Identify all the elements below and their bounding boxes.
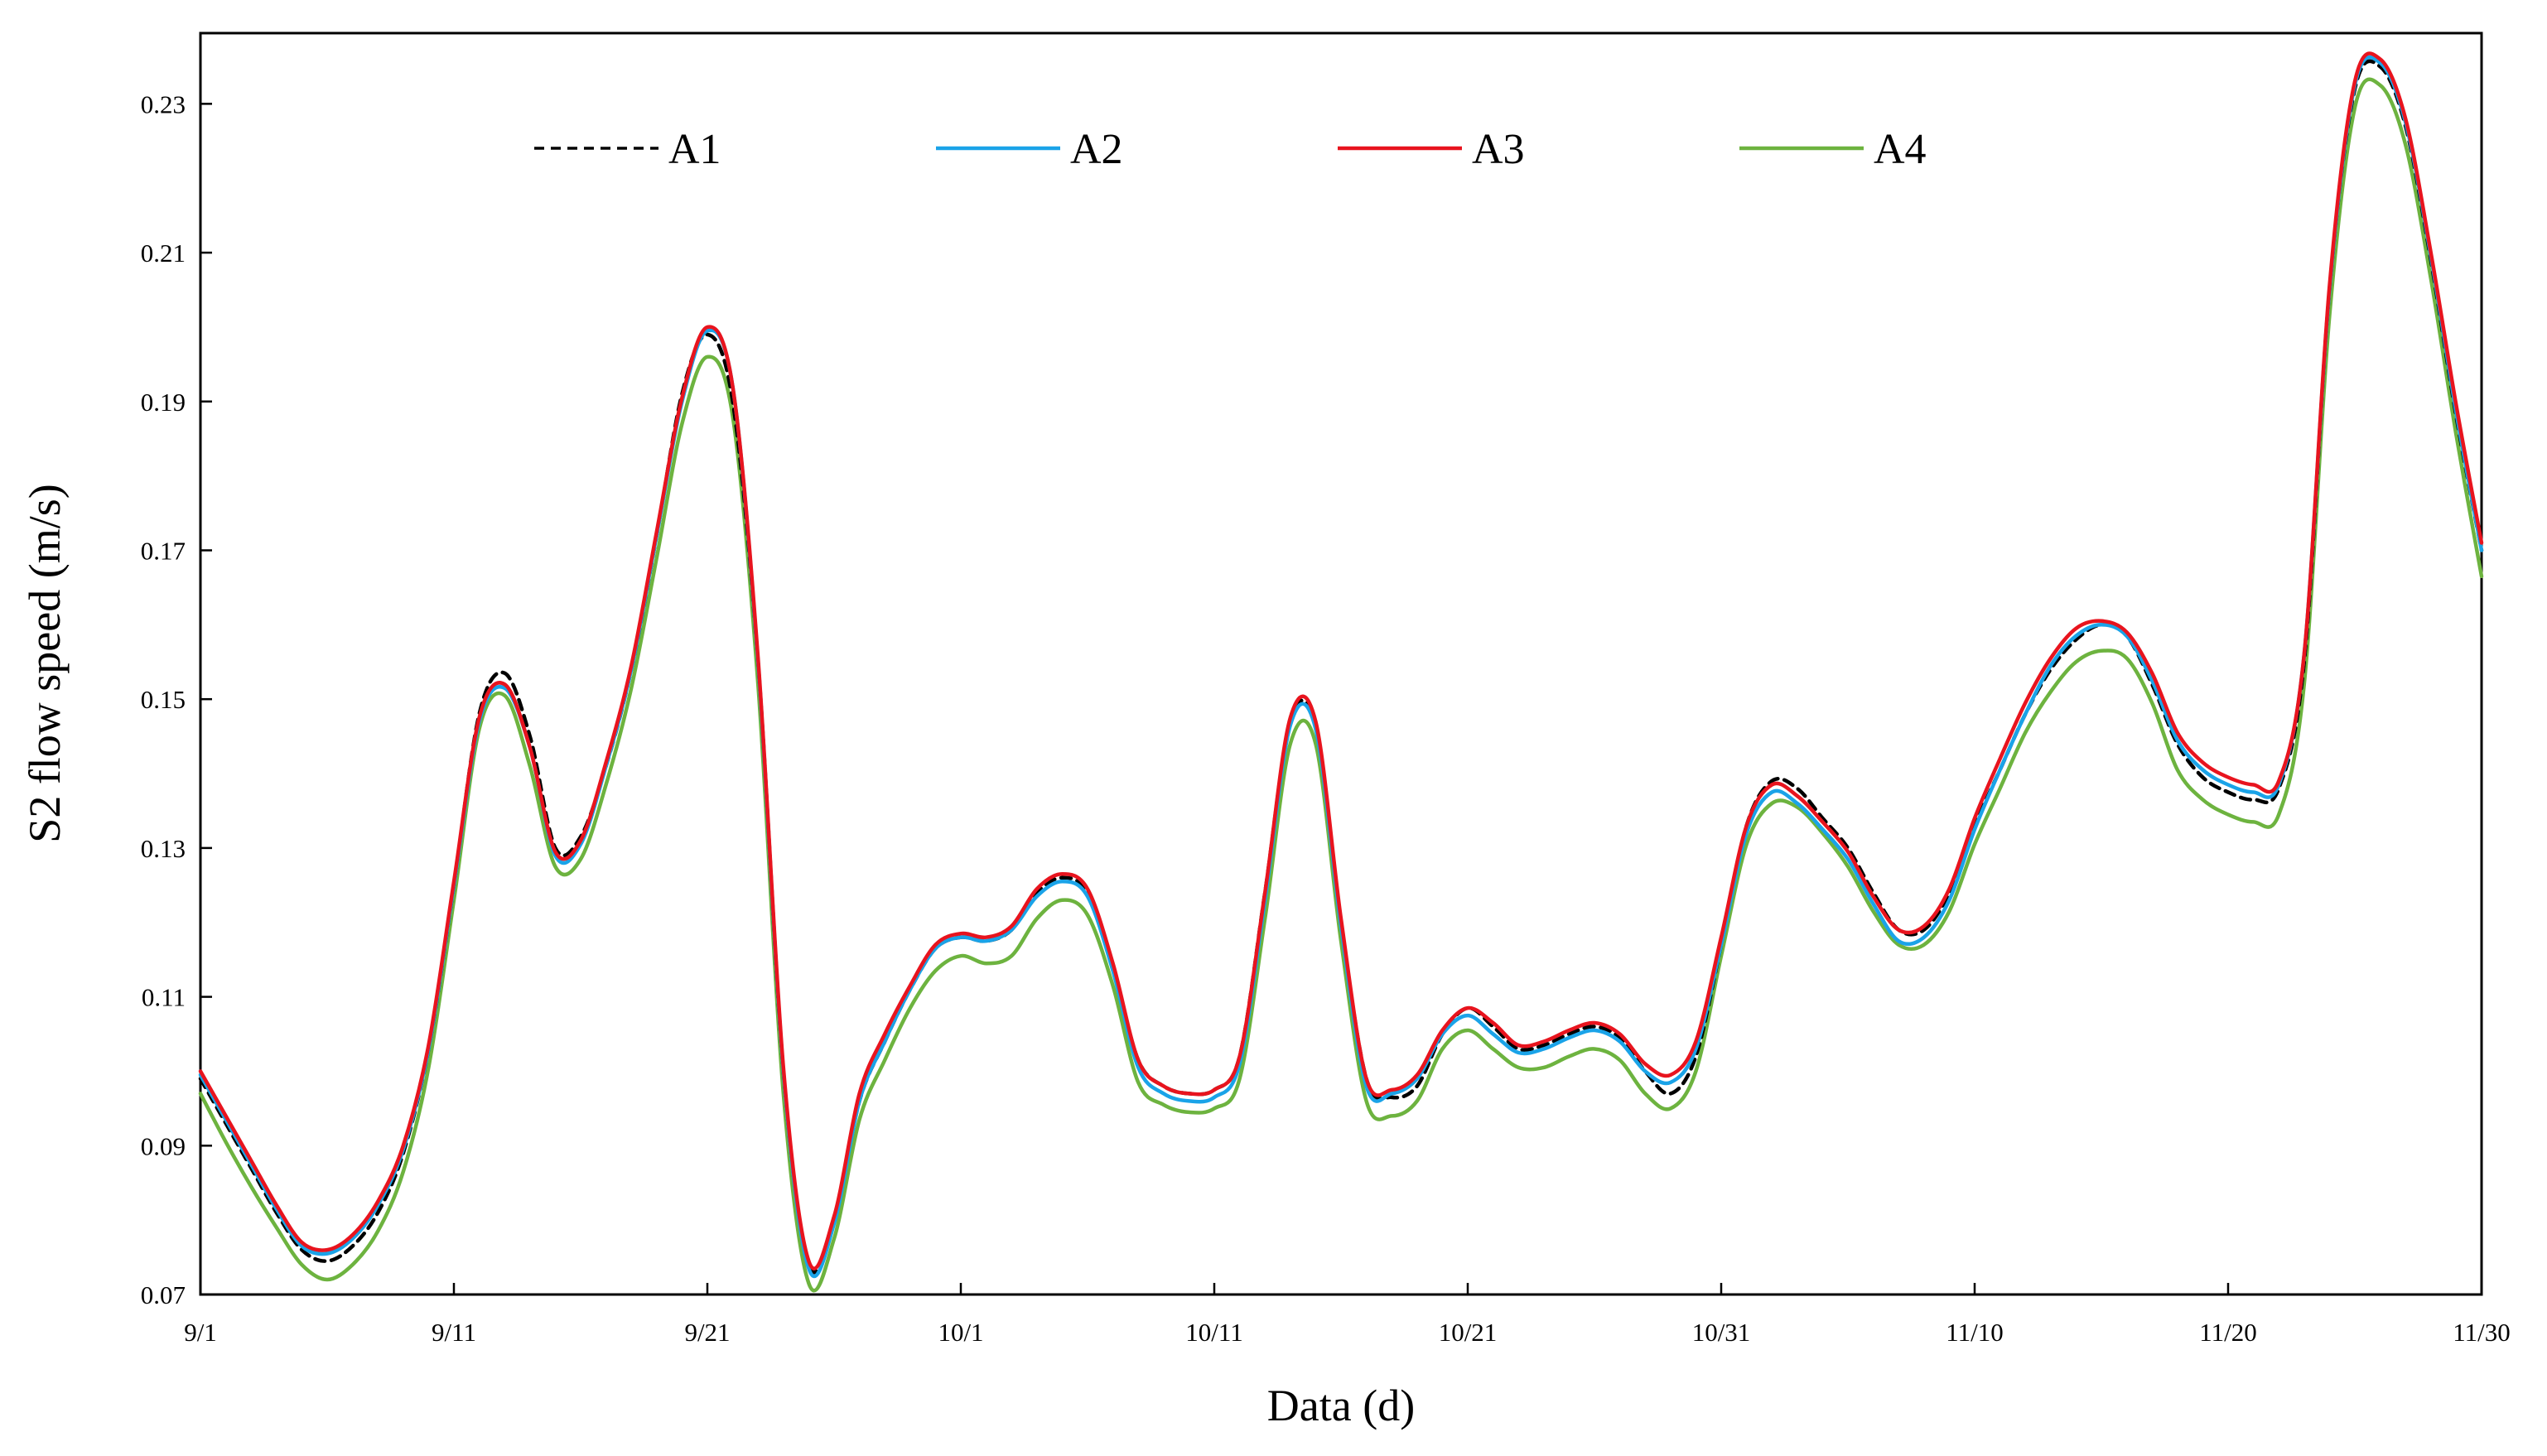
legend-label-a3: A3 <box>1472 126 1525 173</box>
y-tick-label: 0.13 <box>141 834 186 863</box>
x-tick-label: 10/21 <box>1439 1318 1498 1347</box>
x-tick-label: 10/1 <box>938 1318 983 1347</box>
y-tick-label: 0.09 <box>141 1131 186 1160</box>
x-tick-label: 10/31 <box>1692 1318 1751 1347</box>
legend-label-a1: A1 <box>668 126 721 173</box>
x-tick-label: 9/11 <box>432 1318 476 1347</box>
y-axis-title: S2 flow speed (m/s) <box>20 484 70 842</box>
y-axis-ticks: 0.07 0.09 0.11 0.13 0.15 0.17 0.19 0.21 0.23 <box>141 89 212 1309</box>
x-tick-label: 11/30 <box>2453 1318 2510 1347</box>
x-tick-label: 11/10 <box>1946 1318 2003 1347</box>
x-axis-title: Data (d) <box>1267 1381 1415 1430</box>
y-tick-label: 0.07 <box>141 1280 186 1309</box>
y-tick-label: 0.23 <box>141 89 186 118</box>
x-tick-label: 11/20 <box>2199 1318 2256 1347</box>
x-tick-label: 9/1 <box>184 1318 217 1347</box>
legend-label-a2: A2 <box>1070 126 1123 173</box>
plot-area-frame <box>199 31 2483 1296</box>
y-tick-label: 0.17 <box>141 536 186 565</box>
legend-label-a4: A4 <box>1874 126 1927 173</box>
x-tick-label: 9/21 <box>684 1318 730 1347</box>
series-lines <box>198 51 2484 1293</box>
series-line-a2 <box>198 55 2484 1279</box>
y-tick-label: 0.15 <box>141 685 186 714</box>
y-tick-label: 0.21 <box>141 239 186 268</box>
y-tick-label: 0.19 <box>141 388 186 417</box>
y-tick-label: 0.11 <box>142 983 186 1012</box>
legend: A1 A2 A3 A4 <box>534 126 1927 173</box>
series-line-a1 <box>198 59 2484 1275</box>
series-line-a3 <box>198 51 2484 1270</box>
x-axis-ticks: 9/1 9/11 9/21 10/1 10/11 10/21 10/31 11/10 11/20… <box>184 1283 2511 1347</box>
x-tick-label: 10/11 <box>1185 1318 1242 1347</box>
series-line-a4 <box>198 77 2484 1293</box>
